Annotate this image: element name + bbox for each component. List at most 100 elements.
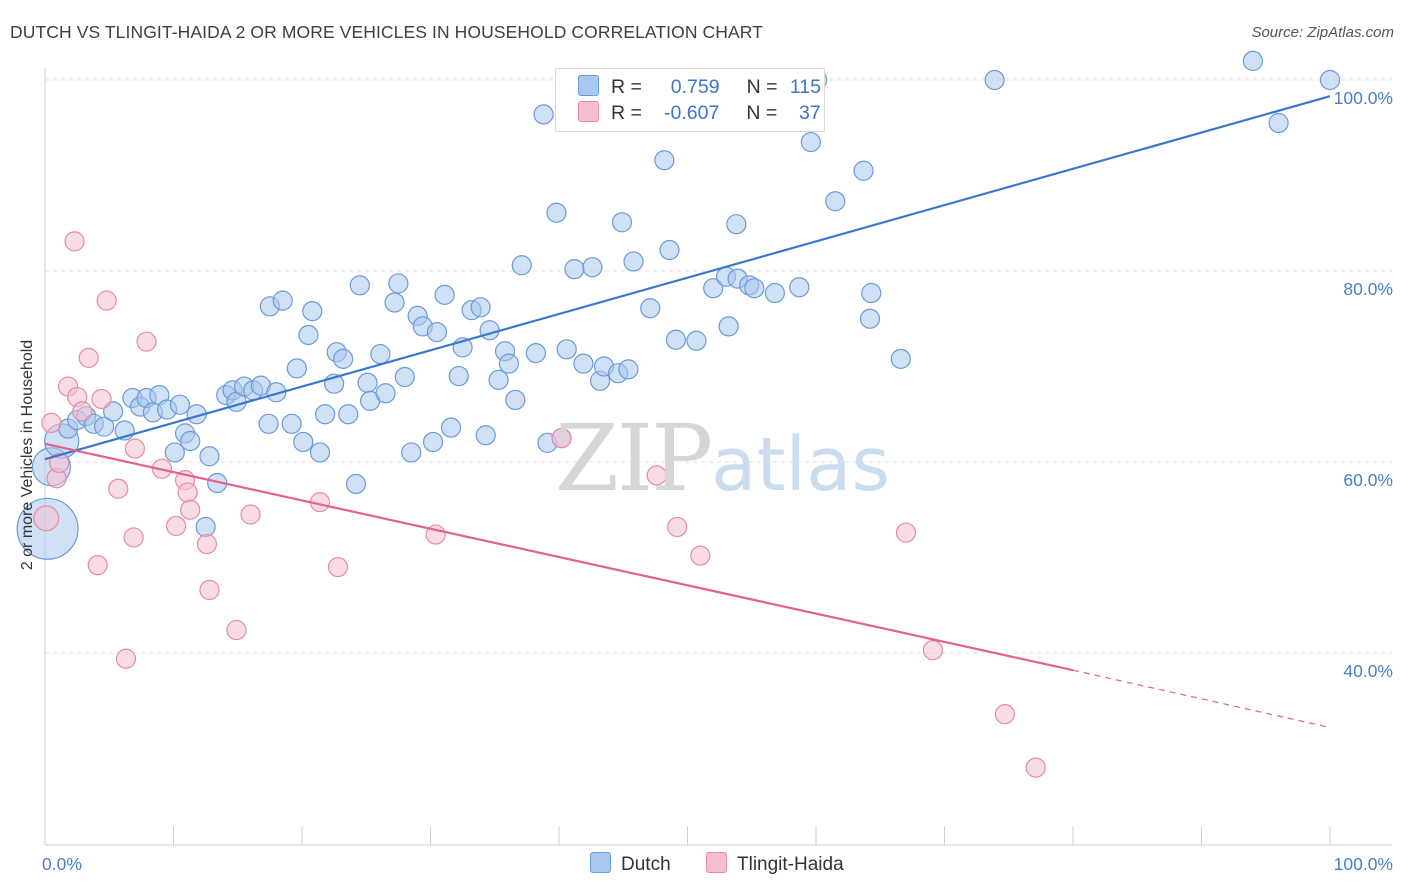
tlingit-haida-point xyxy=(49,452,70,474)
dutch-trend-line xyxy=(44,95,1331,461)
dutch-point xyxy=(281,413,302,434)
dutch-point xyxy=(611,212,633,233)
tlingit-haida-point xyxy=(922,640,944,661)
legend-r-label: R = xyxy=(611,76,642,98)
dutch-point xyxy=(302,301,323,322)
dutch-point xyxy=(286,358,307,379)
y-tick-label: 80.0% xyxy=(1343,279,1393,299)
dutch-point xyxy=(333,348,354,369)
tlingit-haida-point xyxy=(226,619,247,641)
tlingit-haida-point xyxy=(646,465,667,486)
dutch-point xyxy=(293,431,314,453)
tlingit-haida-point xyxy=(551,428,572,449)
dutch-point xyxy=(654,150,675,171)
dutch-point xyxy=(744,278,765,299)
dutch-point xyxy=(349,275,370,296)
dutch-point xyxy=(1268,112,1289,134)
dutch-point xyxy=(422,431,444,453)
series-label-dutch: Dutch xyxy=(621,854,671,875)
series-legend-tlingit-haida[interactable]: Tlingit-Haida xyxy=(706,852,844,876)
tlingit-haida-point xyxy=(108,478,129,499)
dutch-point xyxy=(640,298,661,319)
dutch-point xyxy=(440,417,462,438)
x-tick-label: 0.0% xyxy=(42,854,82,874)
dutch-point xyxy=(258,413,279,434)
dutch-point xyxy=(266,382,287,403)
correlation-legend: R = 0.759 N = 115 R = -0.607 N = 37 xyxy=(555,68,825,132)
dutch-point xyxy=(272,290,293,311)
series-swatch-tlingit-haida xyxy=(706,852,727,873)
y-tick-label: 100.0% xyxy=(1334,88,1393,108)
y-tick-label: 40.0% xyxy=(1343,661,1393,681)
tlingit-haida-point xyxy=(115,648,137,669)
dutch-point xyxy=(1242,50,1264,72)
watermark-zip: ZIP xyxy=(555,405,713,512)
watermark-atlas: atlas xyxy=(711,422,890,508)
tlingit-haida-point xyxy=(72,401,93,422)
tlingit-haida-point xyxy=(199,579,220,601)
dutch-point xyxy=(375,383,396,404)
chart-title: DUTCH VS TLINGIT-HAIDA 2 OR MORE VEHICLE… xyxy=(10,22,764,42)
legend-n-value: 115 xyxy=(789,76,821,98)
dutch-point xyxy=(564,258,585,280)
tlingit-haida-point xyxy=(994,704,1015,725)
dutch-point xyxy=(505,389,526,411)
legend-n-label: N = xyxy=(746,102,778,124)
watermark: ZIPatlas xyxy=(555,405,890,512)
dutch-point xyxy=(426,322,448,343)
series-swatch-dutch xyxy=(590,852,611,873)
legend-swatch-dutch xyxy=(578,75,599,96)
dutch-point xyxy=(401,442,422,463)
y-tick-label: 60.0% xyxy=(1343,470,1393,490)
legend-n-value: 37 xyxy=(799,102,821,124)
legend-r-value: 0.759 xyxy=(670,76,720,98)
dutch-point xyxy=(859,308,881,329)
dutch-point xyxy=(984,69,1005,91)
dutch-point xyxy=(475,425,496,446)
dutch-point xyxy=(357,372,378,393)
dutch-point xyxy=(315,404,336,425)
legend-row-dutch: R = 0.759 N = 115 xyxy=(578,75,821,101)
series-label-tlingit-haida: Tlingit-Haida xyxy=(737,854,844,875)
dutch-point xyxy=(800,131,821,153)
dutch-point xyxy=(665,329,687,350)
dutch-point xyxy=(659,239,680,261)
legend-r-label: R = xyxy=(611,102,642,124)
dutch-point xyxy=(498,353,519,374)
dutch-point xyxy=(94,416,115,437)
dutch-point xyxy=(488,369,509,390)
tlingit-haida-point xyxy=(240,504,261,525)
tlingit-haida-point xyxy=(196,534,218,555)
tlingit-haida-point xyxy=(180,499,201,520)
dutch-point xyxy=(764,282,785,304)
legend-swatch-tlingit-haida xyxy=(578,101,599,122)
dutch-point xyxy=(338,404,359,425)
dutch-point xyxy=(703,278,724,299)
dutch-point xyxy=(298,324,319,346)
legend-r-value: -0.607 xyxy=(664,102,720,124)
dutch-point xyxy=(546,202,567,223)
dutch-point xyxy=(718,316,739,337)
dutch-point xyxy=(448,365,469,387)
dutch-point xyxy=(169,394,191,415)
tlingit-haida-point xyxy=(123,527,144,548)
dutch-point xyxy=(479,320,500,341)
x-tick-label: 100.0% xyxy=(1334,854,1393,874)
tlingit-haida-point xyxy=(165,515,187,537)
dutch-point xyxy=(434,284,455,305)
dutch-point xyxy=(726,214,747,235)
legend-row-tlingit-haida: R = -0.607 N = 37 xyxy=(578,101,821,127)
dutch-point xyxy=(370,343,391,365)
series-legend-dutch[interactable]: Dutch xyxy=(590,852,671,876)
dutch-point xyxy=(388,273,409,294)
chart-source: Source: ZipAtlas.com xyxy=(1251,24,1394,41)
dutch-point xyxy=(533,104,554,125)
tlingit-haida-point xyxy=(96,290,117,311)
tlingit-haida-point xyxy=(1025,757,1046,778)
dutch-point xyxy=(556,339,577,360)
tlingit-haida-point xyxy=(64,231,85,252)
dutch-point xyxy=(890,348,911,369)
tlingit-haida-point xyxy=(327,556,349,578)
dutch-point xyxy=(573,353,594,374)
dutch-point xyxy=(384,292,405,313)
